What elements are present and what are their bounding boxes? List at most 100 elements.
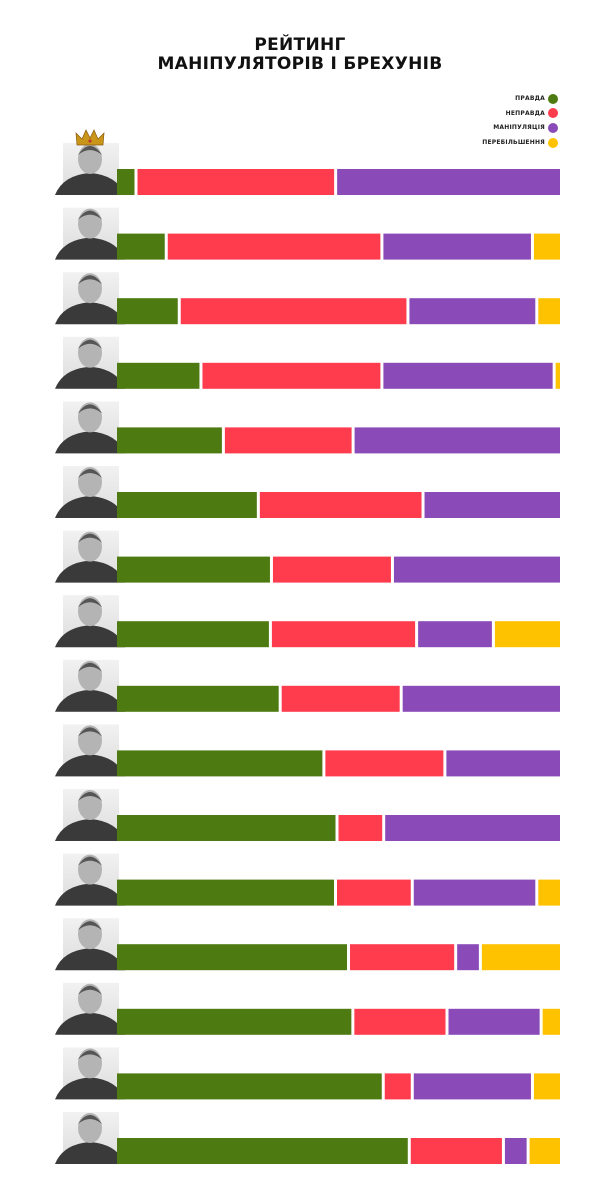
bar-segment-truth bbox=[117, 556, 270, 583]
portrait-shoulders bbox=[55, 496, 125, 518]
bar-segment-truth bbox=[117, 362, 200, 389]
portrait-shoulders bbox=[55, 173, 125, 195]
portrait-head bbox=[78, 919, 102, 950]
bar-segment-lie bbox=[224, 427, 352, 454]
chart-row bbox=[55, 272, 560, 325]
bar-segment-truth bbox=[117, 492, 257, 518]
bar-segment-lie bbox=[271, 621, 416, 648]
chart-row bbox=[55, 530, 560, 583]
portrait-shoulders bbox=[55, 560, 125, 583]
bar-segment-manipulation bbox=[409, 298, 536, 325]
bar-segment-manipulation bbox=[385, 815, 560, 841]
portrait-hair bbox=[78, 856, 102, 866]
portrait-head bbox=[78, 402, 102, 433]
chart-row bbox=[55, 724, 560, 777]
chart-row bbox=[55, 982, 560, 1035]
bar-segment-lie bbox=[259, 492, 422, 518]
portrait-head bbox=[78, 273, 102, 304]
bar-segment-lie bbox=[137, 169, 335, 195]
bar-segment-truth bbox=[117, 944, 348, 971]
bar-segment-lie bbox=[202, 362, 381, 389]
portrait-hair bbox=[78, 404, 102, 414]
portrait-hair bbox=[78, 339, 102, 349]
portrait-shoulders bbox=[55, 689, 125, 712]
bar-segment-lie bbox=[337, 879, 411, 906]
bar-segment-exaggeration bbox=[533, 1073, 560, 1100]
legend-swatch-manipulation bbox=[548, 122, 558, 133]
bar-segment-lie bbox=[384, 1073, 411, 1100]
portrait-hair bbox=[78, 275, 102, 285]
portrait-hair bbox=[78, 469, 102, 478]
chart-row bbox=[55, 1047, 560, 1100]
portrait-hair bbox=[78, 1050, 102, 1060]
portrait-shoulders bbox=[55, 754, 125, 777]
legend-label-manipulation: МАНІПУЛЯЦІЯ bbox=[493, 124, 545, 132]
portrait-photo bbox=[55, 659, 125, 712]
legend-label-truth: ПРАВДА bbox=[515, 95, 545, 102]
legend: ПРАВДА НЕПРАВДА МАНІПУЛЯЦІЯ ПЕРЕБІЛЬШЕНН… bbox=[482, 92, 558, 151]
bar-segment-truth bbox=[117, 1138, 408, 1164]
portrait-photo bbox=[55, 724, 125, 777]
portrait-shoulders bbox=[55, 883, 125, 906]
chart-row bbox=[55, 789, 560, 841]
chart-row bbox=[55, 853, 560, 906]
portrait-head bbox=[78, 531, 102, 562]
crown-icon bbox=[75, 129, 105, 146]
portrait-photo bbox=[55, 207, 125, 260]
bar-segment-truth bbox=[117, 879, 334, 906]
bar-segment-exaggeration bbox=[533, 233, 560, 260]
legend-swatch-truth bbox=[548, 93, 558, 104]
legend-item-exaggeration: ПЕРЕБІЛЬШЕННЯ bbox=[482, 136, 558, 149]
portrait-shoulders bbox=[55, 1012, 125, 1035]
portrait-head bbox=[78, 854, 102, 885]
portrait-head bbox=[78, 983, 102, 1014]
bar-segment-lie bbox=[410, 1138, 502, 1164]
chart-row bbox=[55, 207, 560, 260]
bar-segment-manipulation bbox=[337, 169, 560, 195]
portrait-head bbox=[78, 790, 102, 820]
legend-item-lie: НЕПРАВДА bbox=[482, 107, 558, 120]
portrait-hair bbox=[78, 210, 102, 220]
bar-segment-truth bbox=[117, 621, 269, 648]
bar-segment-truth bbox=[117, 427, 222, 454]
legend-item-truth: ПРАВДА bbox=[482, 92, 558, 105]
bar-segment-lie bbox=[325, 750, 444, 777]
legend-item-manipulation: МАНІПУЛЯЦІЯ bbox=[482, 121, 558, 134]
portrait-shoulders bbox=[55, 1077, 125, 1100]
chart-title: РЕЙТИНГ МАНІПУЛЯТОРІВ І БРЕХУНІВ bbox=[0, 36, 600, 74]
portrait-photo bbox=[55, 595, 125, 648]
bar-segment-lie bbox=[272, 556, 391, 583]
bar-segment-truth bbox=[117, 1073, 382, 1100]
bar-segment-manipulation bbox=[448, 1008, 540, 1035]
portrait-photo bbox=[55, 401, 125, 454]
portrait-head bbox=[78, 467, 102, 497]
portrait-photo bbox=[55, 1112, 125, 1164]
bar-segment-manipulation bbox=[413, 879, 536, 906]
legend-swatch-exaggeration bbox=[548, 137, 558, 148]
portrait-shoulders bbox=[55, 431, 125, 454]
portrait-head bbox=[78, 144, 102, 174]
portrait-head bbox=[78, 1048, 102, 1079]
portrait-photo bbox=[55, 129, 125, 195]
portrait-photo bbox=[55, 982, 125, 1035]
portrait-hair bbox=[78, 533, 102, 543]
chart-row bbox=[55, 401, 560, 454]
portrait-shoulders bbox=[55, 819, 125, 841]
bar-segment-lie bbox=[338, 815, 383, 841]
portrait-photo bbox=[55, 918, 125, 971]
portrait-shoulders bbox=[55, 302, 125, 325]
portrait-hair bbox=[78, 921, 102, 931]
bar-segment-lie bbox=[167, 233, 381, 260]
portrait-head bbox=[78, 596, 102, 627]
portrait-hair bbox=[78, 792, 102, 801]
portrait-shoulders bbox=[55, 625, 125, 648]
bar-segment-lie bbox=[281, 685, 400, 712]
portrait-hair bbox=[78, 146, 102, 155]
bar-segment-exaggeration bbox=[555, 362, 560, 389]
bar-segment-exaggeration bbox=[538, 879, 560, 906]
portrait-photo bbox=[55, 853, 125, 906]
bar-segment-manipulation bbox=[383, 362, 553, 389]
portrait-head bbox=[78, 337, 102, 368]
portrait-photo bbox=[55, 1047, 125, 1100]
